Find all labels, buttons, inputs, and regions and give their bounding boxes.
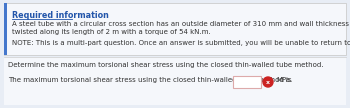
Text: MPa.: MPa. bbox=[276, 77, 292, 83]
Text: The maximum torsional shear stress using the closed thin-walled tube method is: The maximum torsional shear stress using… bbox=[8, 77, 292, 83]
Bar bbox=[4, 3, 7, 55]
Bar bbox=[4, 57, 346, 105]
Text: A steel tube with a circular cross section has an outside diameter of 310 mm and: A steel tube with a circular cross secti… bbox=[12, 21, 350, 27]
Text: x: x bbox=[266, 80, 270, 85]
Bar bbox=[4, 3, 346, 55]
Text: Required information: Required information bbox=[12, 11, 109, 20]
Circle shape bbox=[263, 77, 273, 87]
Bar bbox=[233, 76, 261, 88]
Text: twisted along its length of 2 m with a torque of 54 kN.m.: twisted along its length of 2 m with a t… bbox=[12, 29, 211, 35]
Text: Determine the maximum torsional shear stress using the closed thin-walled tube m: Determine the maximum torsional shear st… bbox=[8, 62, 323, 68]
Text: NOTE: This is a multi-part question. Once an answer is submitted, you will be un: NOTE: This is a multi-part question. Onc… bbox=[12, 40, 350, 46]
